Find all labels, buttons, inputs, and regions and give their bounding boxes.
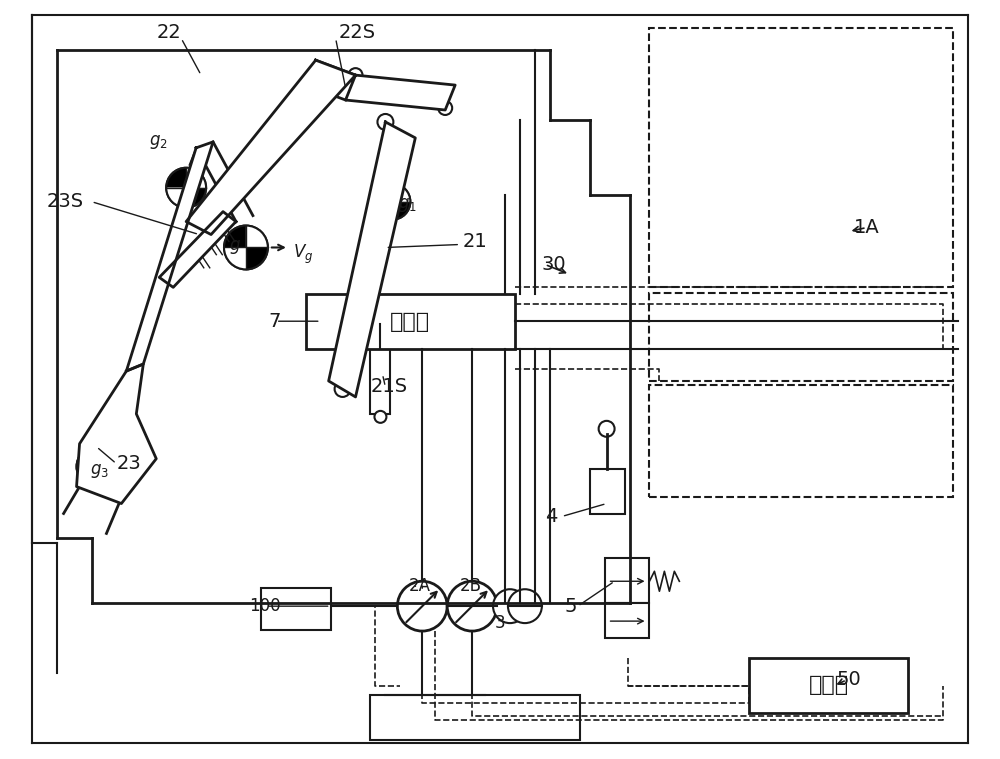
Wedge shape (374, 202, 392, 219)
Circle shape (374, 315, 386, 327)
Circle shape (438, 101, 452, 115)
Wedge shape (77, 467, 96, 487)
Wedge shape (166, 187, 186, 208)
Text: 2B: 2B (460, 578, 482, 595)
Text: $g$: $g$ (229, 238, 241, 257)
Bar (605, 603, 649, 638)
Bar (605, 559, 649, 603)
Text: $g_1$: $g_1$ (398, 196, 417, 213)
Wedge shape (77, 447, 96, 467)
Text: $g_3$: $g_3$ (90, 461, 109, 480)
Circle shape (374, 184, 410, 219)
Wedge shape (96, 467, 116, 487)
Circle shape (599, 420, 615, 436)
Text: 23S: 23S (47, 192, 84, 211)
Circle shape (335, 381, 351, 397)
Circle shape (508, 589, 542, 623)
Circle shape (166, 168, 206, 208)
Text: 50: 50 (837, 670, 862, 689)
Bar (590, 468, 625, 514)
Bar (306, 294, 515, 349)
Wedge shape (186, 187, 206, 208)
Wedge shape (224, 225, 246, 247)
Circle shape (447, 581, 497, 631)
Circle shape (377, 114, 393, 130)
Text: 22: 22 (156, 23, 181, 42)
Text: 30: 30 (542, 255, 566, 274)
Polygon shape (77, 364, 156, 503)
Text: 4: 4 (545, 507, 557, 526)
Polygon shape (159, 212, 236, 288)
Wedge shape (246, 247, 268, 269)
Bar (261, 588, 331, 630)
Text: 22S: 22S (339, 23, 376, 42)
Text: 100: 100 (249, 597, 281, 615)
Wedge shape (96, 447, 116, 467)
Polygon shape (346, 75, 455, 110)
Bar (370, 694, 580, 740)
Wedge shape (374, 184, 392, 202)
Bar (649, 293, 953, 381)
Polygon shape (126, 142, 213, 371)
Wedge shape (246, 225, 268, 247)
Circle shape (493, 589, 527, 623)
Circle shape (397, 581, 447, 631)
Text: 2A: 2A (408, 578, 430, 595)
Text: 3: 3 (495, 614, 506, 632)
Bar (649, 385, 953, 496)
Wedge shape (392, 184, 410, 202)
Circle shape (374, 411, 386, 423)
Polygon shape (329, 122, 415, 397)
Bar (649, 28, 953, 288)
Text: 7: 7 (269, 312, 281, 331)
Circle shape (349, 68, 363, 82)
Text: $g_2$: $g_2$ (149, 133, 168, 151)
Circle shape (77, 447, 116, 487)
Text: 控制阀: 控制阀 (390, 312, 430, 332)
Bar (749, 658, 908, 713)
Text: 5: 5 (565, 597, 577, 616)
Text: 23: 23 (116, 454, 141, 473)
Text: 21: 21 (462, 232, 487, 251)
Text: 21S: 21S (370, 377, 408, 396)
Polygon shape (186, 60, 356, 235)
Text: 控制部: 控制部 (809, 676, 849, 695)
Wedge shape (186, 168, 206, 187)
Wedge shape (224, 247, 246, 269)
Bar (370, 349, 390, 414)
Wedge shape (166, 168, 186, 187)
Text: 1A: 1A (854, 218, 879, 237)
Circle shape (224, 225, 268, 269)
Wedge shape (392, 202, 410, 219)
Text: $V_g$: $V_g$ (293, 243, 313, 266)
